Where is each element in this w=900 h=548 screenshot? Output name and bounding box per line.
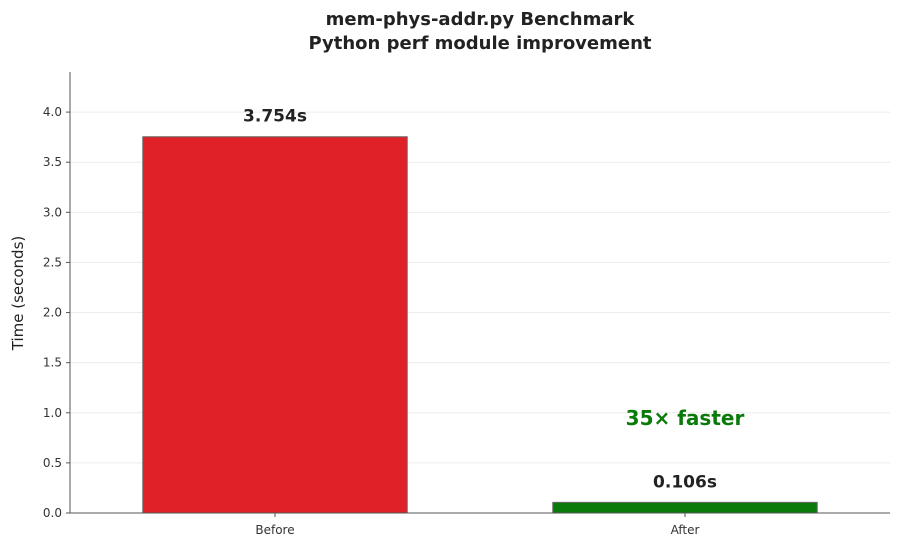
x-ticks: Before After	[255, 513, 699, 537]
chart-title: mem-phys-addr.py Benchmark	[326, 9, 636, 30]
bar-after	[552, 501, 818, 514]
y-tick-label: 2.5	[43, 255, 62, 269]
speedup-annotation: 35× faster	[626, 406, 745, 430]
y-tick-label: 3.0	[43, 205, 62, 219]
y-ticks: 0.0 0.5 1.0 1.5 2.0 2.5 3.0 3.5 4.0	[43, 105, 70, 520]
axes	[69, 72, 890, 514]
data-label-after: 0.106s	[653, 472, 717, 492]
y-tick-label: 1.5	[43, 356, 62, 370]
y-tick-label: 0.0	[43, 506, 62, 520]
x-tick-label-after: After	[671, 523, 700, 537]
y-tick-label: 4.0	[43, 105, 62, 119]
data-labels: 3.754s 0.106s	[243, 107, 717, 493]
chart-subtitle: Python perf module improvement	[308, 33, 651, 54]
y-tick-label: 1.0	[43, 406, 62, 420]
data-label-before: 3.754s	[243, 107, 307, 127]
y-tick-label: 2.0	[43, 306, 62, 320]
bars	[142, 136, 818, 514]
y-tick-label: 0.5	[43, 456, 62, 470]
bar-before	[142, 136, 408, 514]
y-axis-label: Time (seconds)	[9, 236, 27, 352]
x-tick-label-before: Before	[255, 523, 294, 537]
y-tick-label: 3.5	[43, 155, 62, 169]
